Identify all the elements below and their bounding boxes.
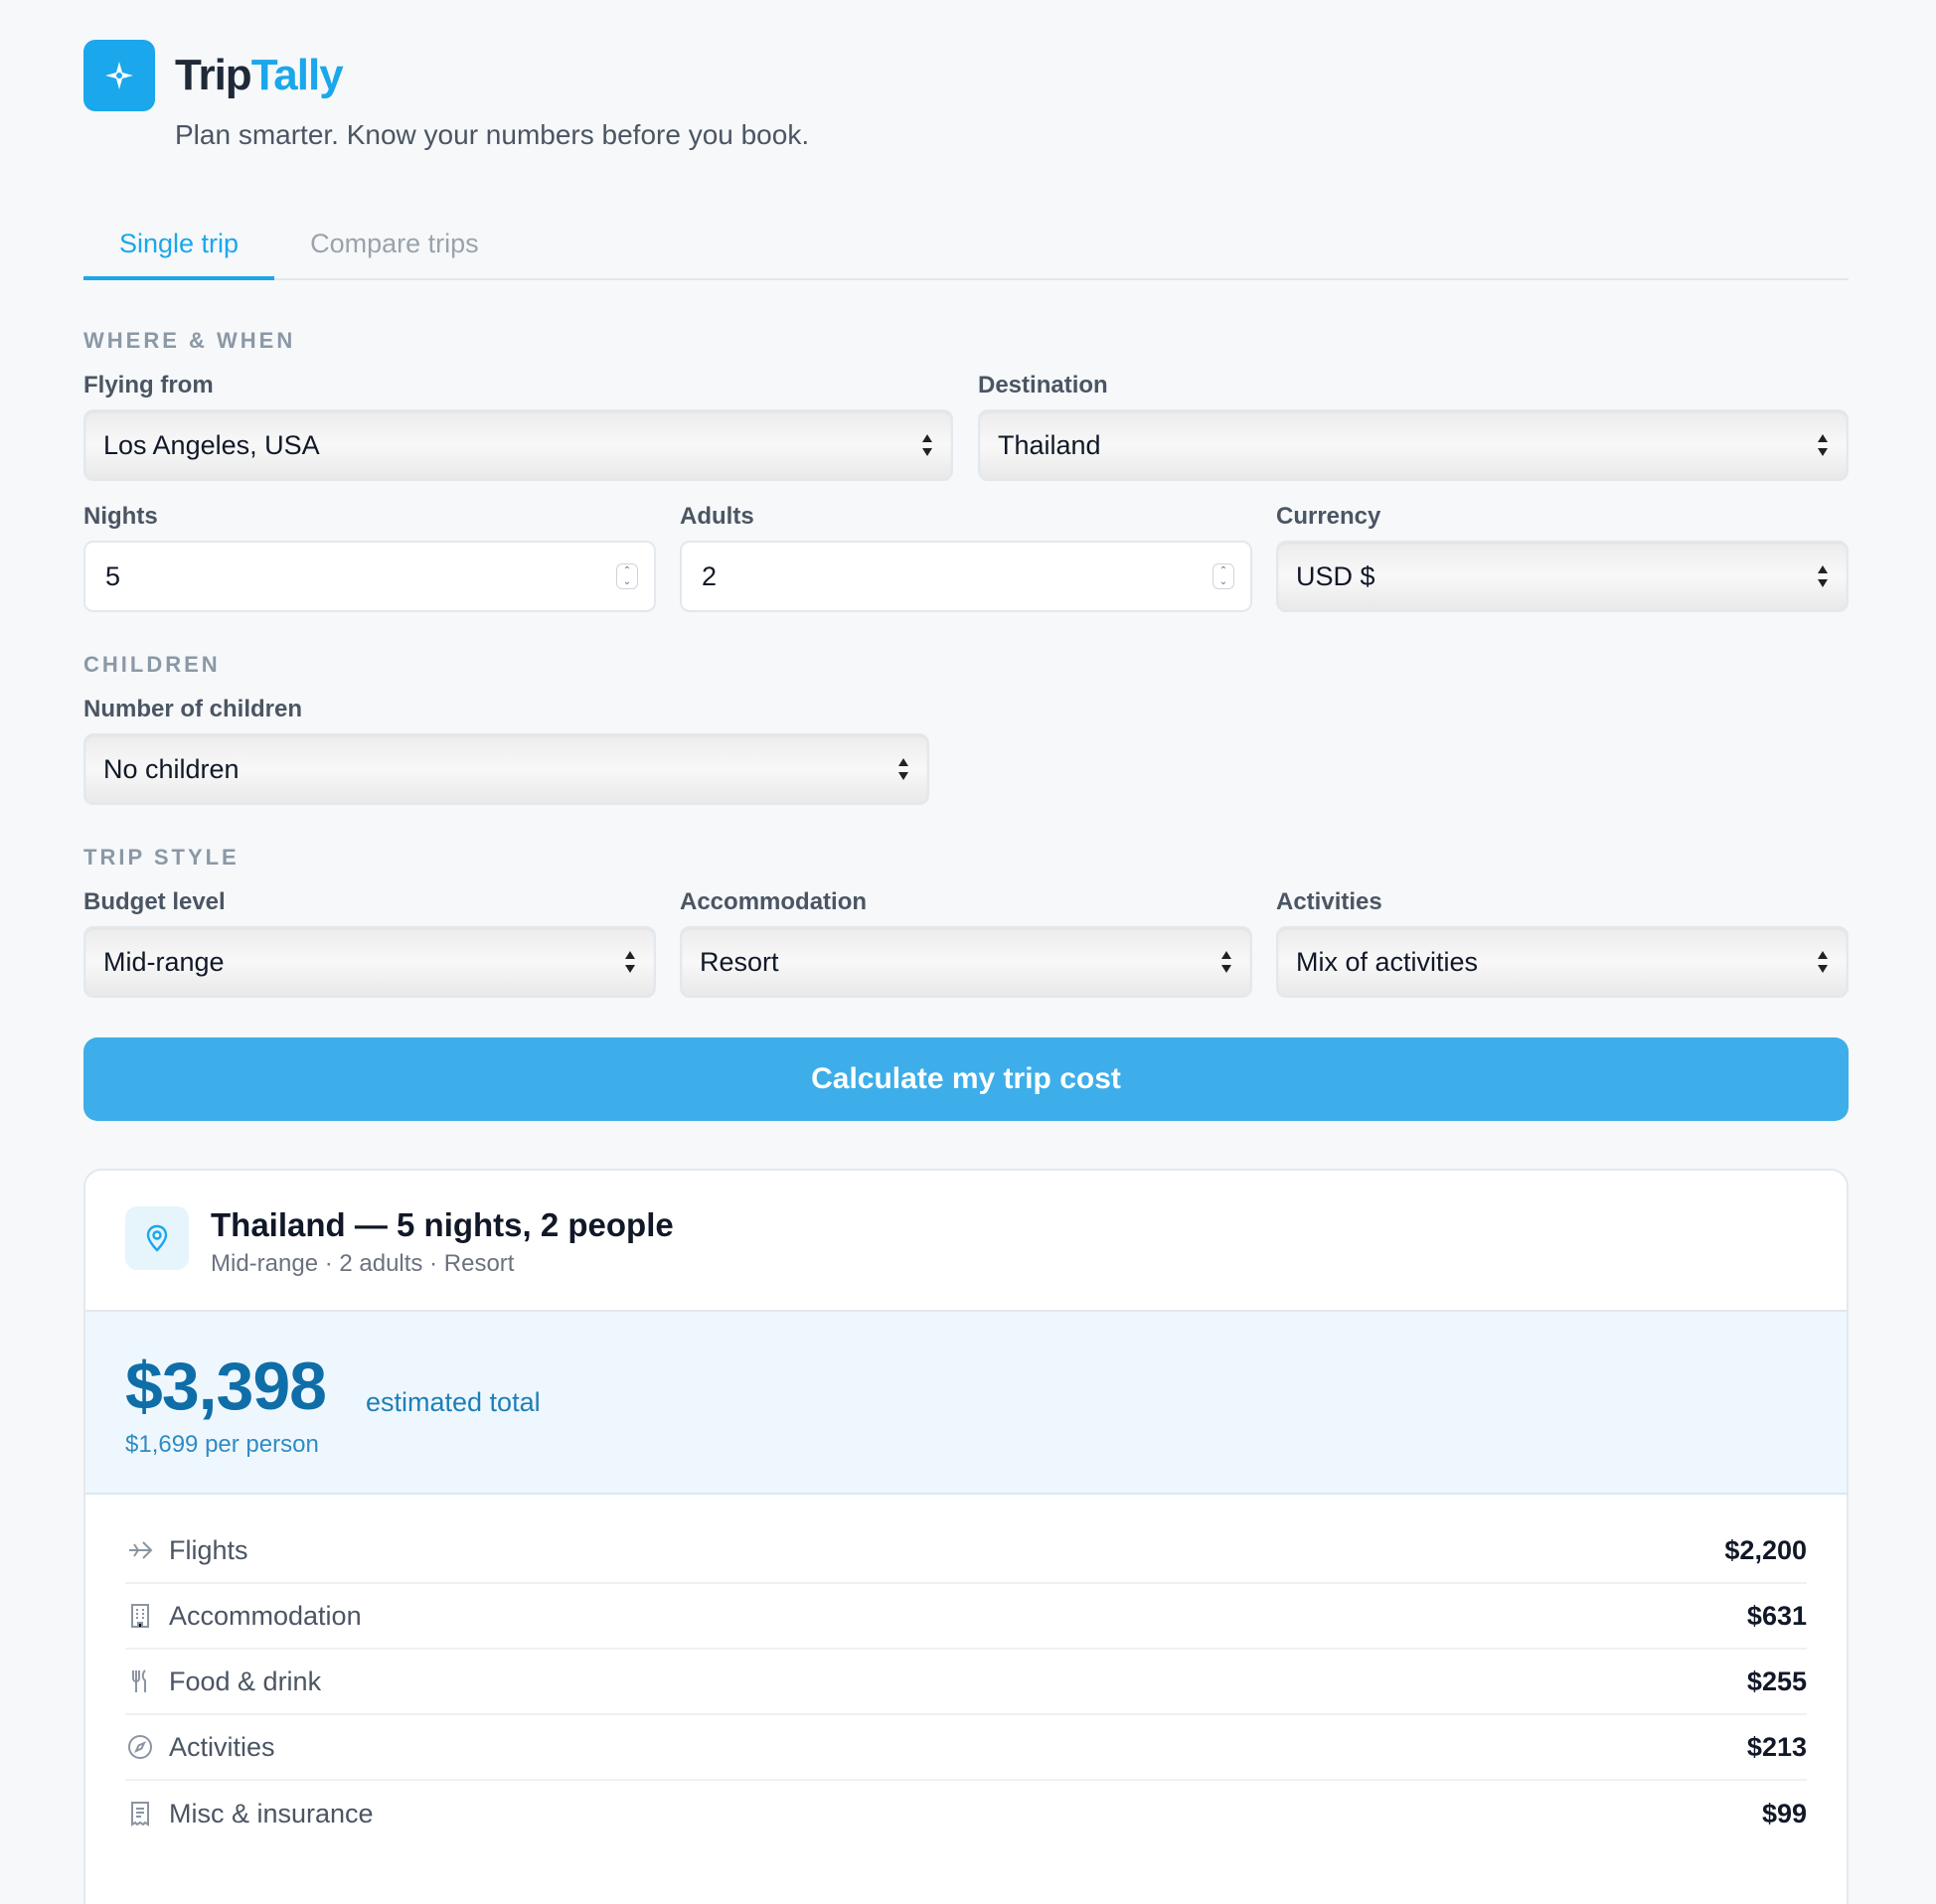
- accommodation-value: Resort: [700, 946, 779, 977]
- breakdown-label: Misc & insurance: [169, 1798, 374, 1828]
- adults-value: 2: [702, 560, 718, 591]
- result-header: Thailand — 5 nights, 2 people Mid-range …: [85, 1171, 1847, 1312]
- activities-select[interactable]: Mix of activities: [1276, 926, 1849, 998]
- breakdown-row-activities: Activities $213: [125, 1715, 1807, 1781]
- adults-input[interactable]: 2 ⌃ ⌄: [680, 541, 1252, 612]
- destination-select[interactable]: Thailand: [978, 409, 1849, 481]
- tab-single-trip[interactable]: Single trip: [83, 219, 275, 280]
- logo-icon: [83, 40, 155, 111]
- section-trip-style: TRIP STYLE: [83, 845, 240, 870]
- breakdown-row-accommodation: Accommodation $631: [125, 1584, 1807, 1650]
- accommodation-select[interactable]: Resort: [680, 926, 1252, 998]
- total-band: $3,398 estimated total $1,699 per person: [85, 1312, 1847, 1495]
- breakdown-label: Accommodation: [169, 1600, 362, 1631]
- brand: TripTally: [83, 40, 344, 111]
- children-label: Number of children: [83, 696, 303, 722]
- result-title: Thailand — 5 nights, 2 people: [211, 1206, 674, 1243]
- currency-label: Currency: [1276, 503, 1381, 530]
- brand-name: TripTally: [175, 51, 344, 100]
- tab-compare-trips[interactable]: Compare trips: [310, 229, 479, 258]
- breakdown-label: Flights: [169, 1534, 248, 1565]
- nights-label: Nights: [83, 503, 158, 530]
- utensils-icon: [125, 1666, 155, 1696]
- receipt-icon: [125, 1799, 155, 1828]
- currency-value: USD $: [1296, 560, 1375, 591]
- flying-from-value: Los Angeles, USA: [103, 429, 320, 460]
- calculate-button[interactable]: Calculate my trip cost: [83, 1037, 1849, 1121]
- flying-from-select[interactable]: Los Angeles, USA: [83, 409, 953, 481]
- breakdown-row-food: Food & drink $255: [125, 1650, 1807, 1715]
- flying-from-label: Flying from: [83, 372, 214, 398]
- breakdown-value: $631: [1746, 1600, 1807, 1631]
- adults-label: Adults: [680, 503, 754, 530]
- activities-value: Mix of activities: [1296, 946, 1479, 977]
- select-arrows-icon: [1218, 947, 1234, 977]
- activities-label: Activities: [1276, 888, 1382, 915]
- per-person-amount: $1,699 per person: [125, 1431, 319, 1458]
- result-subtitle: Mid-range · 2 adults · Resort: [211, 1250, 515, 1277]
- budget-label: Budget level: [83, 888, 226, 915]
- select-arrows-icon: [1815, 947, 1831, 977]
- select-arrows-icon: [919, 430, 935, 460]
- brand-name-part2: Tally: [250, 51, 344, 99]
- budget-value: Mid-range: [103, 946, 225, 977]
- section-children: CHILDREN: [83, 652, 221, 677]
- budget-select[interactable]: Mid-range: [83, 926, 656, 998]
- section-where-when: WHERE & WHEN: [83, 328, 296, 353]
- breakdown-value: $255: [1746, 1666, 1807, 1696]
- breakdown-row-flights: Flights $2,200: [125, 1518, 1807, 1584]
- plane-icon: [125, 1535, 155, 1565]
- select-arrows-icon: [1815, 561, 1831, 591]
- nights-value: 5: [105, 560, 121, 591]
- stepper-icon[interactable]: ⌃ ⌄: [1212, 563, 1234, 589]
- brand-name-part1: Trip: [175, 51, 252, 99]
- tagline: Plan smarter. Know your numbers before y…: [175, 119, 810, 150]
- breakdown-row-misc: Misc & insurance $99: [125, 1781, 1807, 1846]
- breakdown-value: $99: [1761, 1798, 1807, 1828]
- select-arrows-icon: [895, 754, 911, 784]
- total-amount: $3,398: [125, 1349, 327, 1424]
- select-arrows-icon: [622, 947, 638, 977]
- stepper-icon[interactable]: ⌃ ⌄: [616, 563, 638, 589]
- building-icon: [125, 1601, 155, 1631]
- children-value: No children: [103, 753, 240, 784]
- nights-input[interactable]: 5 ⌃ ⌄: [83, 541, 656, 612]
- select-arrows-icon: [1815, 430, 1831, 460]
- accommodation-label: Accommodation: [680, 888, 868, 915]
- breakdown-label: Activities: [169, 1731, 275, 1762]
- breakdown-value: $2,200: [1724, 1534, 1807, 1565]
- destination-label: Destination: [978, 372, 1108, 398]
- breakdown-label: Food & drink: [169, 1666, 322, 1696]
- destination-value: Thailand: [998, 429, 1101, 460]
- children-select[interactable]: No children: [83, 733, 929, 805]
- compass-icon: [125, 1732, 155, 1762]
- currency-select[interactable]: USD $: [1276, 541, 1849, 612]
- tab-bar: Single trip Compare trips: [83, 219, 1849, 280]
- breakdown-value: $213: [1746, 1731, 1807, 1762]
- breakdown-list: Flights $2,200 Accommodation $631 Food &…: [85, 1495, 1847, 1846]
- total-label: estimated total: [366, 1387, 541, 1417]
- result-card: Thailand — 5 nights, 2 people Mid-range …: [83, 1169, 1849, 1904]
- map-pin-icon: [125, 1206, 189, 1270]
